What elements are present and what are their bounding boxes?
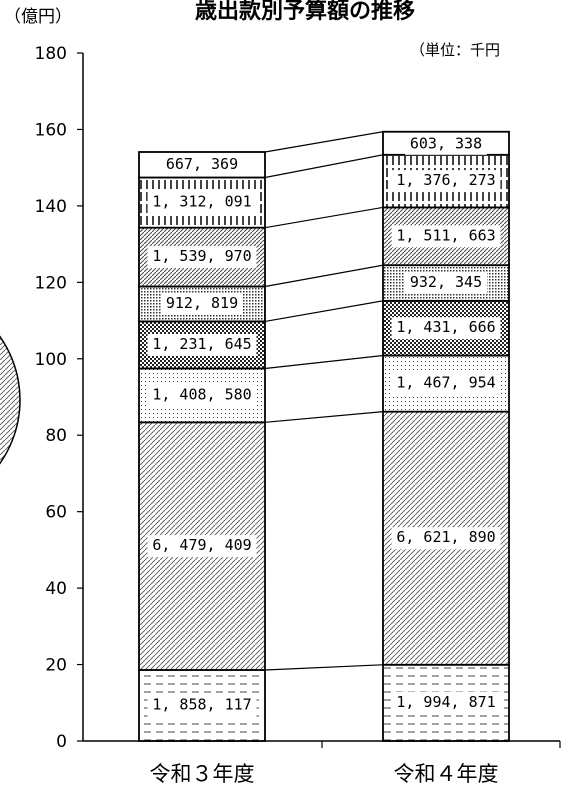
pie-fragment [0,335,21,465]
category-label: 令和４年度 [394,762,499,786]
segment-label-box [147,246,257,269]
segment-label: 1, 539, 970 [152,247,251,265]
segment-label: 1, 408, 580 [152,385,251,403]
connector-line [264,206,384,229]
connector-line [264,264,384,288]
segment-label: 912, 819 [166,294,238,312]
segment-label-box [391,527,501,550]
segment-label: 1, 312, 091 [152,193,251,211]
segment-label-box [391,372,501,395]
segment-label: 603, 338 [410,135,482,153]
segment-label-box [391,225,501,248]
segment-label: 1, 431, 666 [396,318,495,336]
category-label: 令和３年度 [150,762,255,786]
y-tick-label: 140 [35,197,67,217]
segment-label: 1, 994, 871 [396,693,495,711]
y-tick-label: 60 [45,503,67,523]
segment-label: 932, 345 [410,273,482,291]
y-tick-label: 20 [45,656,67,676]
y-tick-label: 160 [35,120,67,140]
segment-label-box [161,153,243,176]
segment-label-box [391,170,501,193]
segment-label-box [147,333,257,356]
segment-label: 1, 467, 954 [396,374,495,392]
segment-label: 6, 479, 409 [152,536,251,554]
segment-label-box [147,191,257,214]
connector-line [264,354,384,370]
segment-label: 6, 621, 890 [396,528,495,546]
connector-line [264,131,384,153]
y-tick-label: 80 [45,426,67,446]
y-tick-label: 120 [35,273,67,293]
labels: 1, 858, 117 6, 479, 409 1, 408, 580 1, 231,… [147,133,501,786]
segment-label-box [391,691,501,714]
segment-label: 667, 369 [166,155,238,173]
segment-label: 1, 511, 663 [396,226,495,244]
bars [138,130,510,742]
segment-label: 1, 376, 273 [396,171,495,189]
segment-label-box [147,694,257,717]
connector-line [264,664,384,671]
unit-note: （単位：千円 [410,41,500,59]
segment-label-box [147,384,257,407]
chart-title: 歳出款別予算額の推移 [195,0,415,24]
segment-label: 1, 858, 117 [152,695,251,713]
y-tick-label: 180 [35,44,67,64]
y-tick-label: 40 [45,579,67,599]
segment-label-box [405,133,487,155]
y-tick-label: 100 [35,350,67,370]
segment-label-box [161,292,243,315]
connector-line [264,300,384,322]
connector-line [264,154,384,179]
connectors [264,131,384,671]
connector-line [264,411,384,423]
y-tick-label: 0 [56,732,67,752]
segment-label-box [147,535,257,558]
y-axis-unit: （億円） [4,7,72,27]
axes: 0 20 40 60 80 100 120 140 160 180 [35,44,561,752]
segment-label-box [405,272,487,295]
segment-label-box [391,317,501,340]
segment-label: 1, 231, 645 [152,335,251,353]
